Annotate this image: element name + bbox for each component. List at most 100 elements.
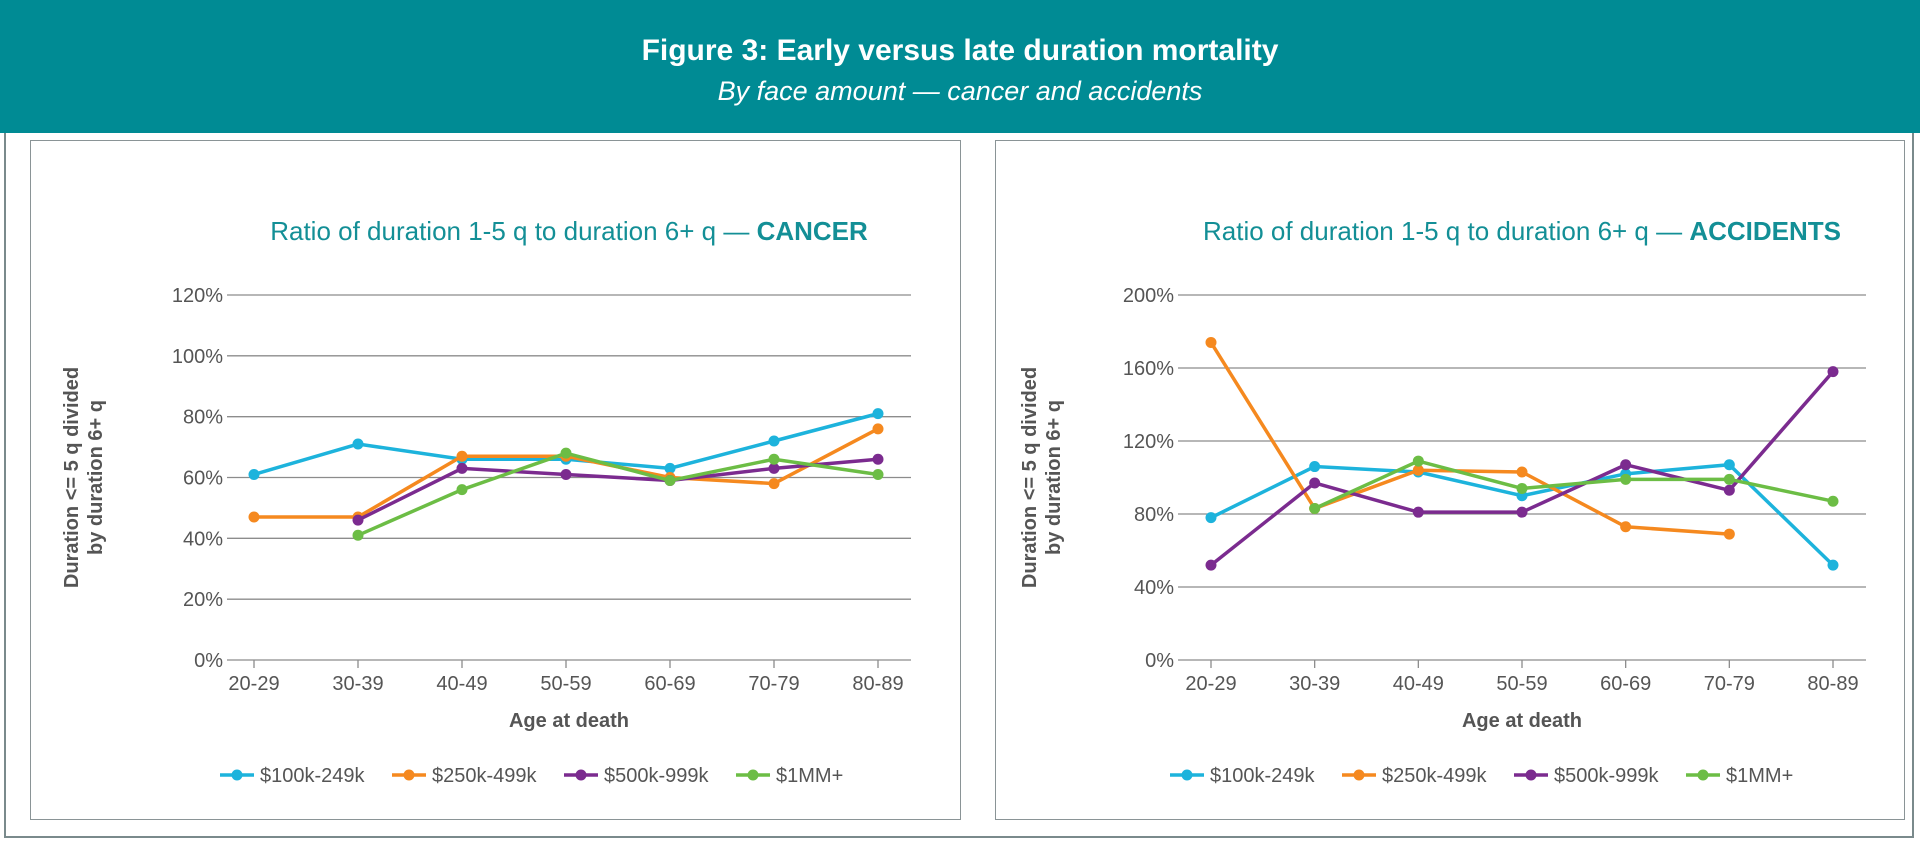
y-tick-label: 0% (194, 650, 223, 672)
data-point (664, 462, 676, 474)
legend-marker (575, 769, 587, 781)
y-tick-label: 120% (1123, 431, 1174, 453)
x-axis-label: Age at death (1462, 710, 1582, 732)
data-point (1412, 464, 1424, 476)
data-point (1516, 466, 1528, 478)
x-tick-label: 60-69 (1600, 673, 1651, 695)
legend-label: $500k-999k (604, 765, 710, 787)
data-point (768, 453, 780, 465)
data-point (560, 468, 572, 480)
legend-label: $500k-999k (1554, 765, 1660, 787)
x-tick-label: 20-29 (1185, 673, 1236, 695)
x-tick-label: 40-49 (436, 673, 487, 695)
series-line (357, 451, 879, 537)
legend-marker (1697, 769, 1709, 781)
series-line (1209, 341, 1730, 536)
data-point (248, 468, 260, 480)
legend-label: $1MM+ (1726, 765, 1793, 787)
data-point (1827, 366, 1839, 378)
legend-label: $100k-249k (260, 765, 366, 787)
cancer-chart-panel (30, 140, 961, 820)
data-point (1309, 461, 1321, 473)
x-tick-label: 20-29 (228, 673, 279, 695)
data-point (1309, 477, 1321, 489)
y-tick-label: 120% (172, 285, 223, 307)
y-tick-label: 80% (183, 407, 223, 429)
data-point (1205, 336, 1217, 348)
data-point (1309, 503, 1321, 515)
data-point (456, 450, 468, 462)
legend-marker (1525, 769, 1537, 781)
y-tick-label: 60% (183, 468, 223, 490)
y-axis-label-line: Duration <= 5 q divided (1019, 367, 1041, 588)
x-tick-label: 50-59 (1496, 673, 1547, 695)
x-tick-label: 50-59 (540, 673, 591, 695)
data-point (768, 478, 780, 490)
data-point (1723, 473, 1735, 485)
y-tick-label: 20% (183, 589, 223, 611)
data-point (456, 462, 468, 474)
x-tick-label: 60-69 (644, 673, 695, 695)
data-point (872, 408, 884, 420)
chart-title-bold: ACCIDENTS (1689, 216, 1841, 246)
accidents-chart-panel (995, 140, 1905, 820)
y-tick-label: 40% (1134, 577, 1174, 599)
data-point (352, 438, 364, 450)
series-line (253, 411, 879, 477)
legend-marker (231, 769, 243, 781)
series-line (357, 457, 879, 522)
data-point (1827, 559, 1839, 571)
y-tick-label: 40% (183, 528, 223, 550)
data-point (1723, 459, 1735, 471)
data-point (1516, 482, 1528, 494)
data-point (1205, 512, 1217, 524)
chart-title-text: Ratio of duration 1-5 q to duration 6+ q… (1203, 216, 1689, 246)
figure-header: Figure 3: Early versus late duration mor… (0, 0, 1920, 133)
figure-subtitle: By face amount — cancer and accidents (717, 76, 1203, 106)
data-point (456, 484, 468, 496)
y-axis-label-line: by duration 6+ q (85, 400, 107, 555)
x-axis-label: Age at death (509, 710, 629, 732)
data-point (560, 447, 572, 459)
x-tick-label: 40-49 (1393, 673, 1444, 695)
chart-title: Ratio of duration 1-5 q to duration 6+ q… (1203, 216, 1841, 246)
data-point (352, 529, 364, 541)
data-point (352, 514, 364, 526)
legend-label: $100k-249k (1210, 765, 1316, 787)
figure-frame (4, 0, 1914, 838)
data-point (1620, 473, 1632, 485)
legend-marker (1353, 769, 1365, 781)
legend-marker (403, 769, 415, 781)
y-tick-label: 80% (1134, 504, 1174, 526)
legend-label: $250k-499k (1382, 765, 1488, 787)
x-tick-label: 30-39 (332, 673, 383, 695)
x-tick-label: 70-79 (1704, 673, 1755, 695)
data-point (1723, 484, 1735, 496)
y-axis-label: Duration <= 5 q divided by duration 6+ q (61, 367, 107, 588)
data-point (872, 468, 884, 480)
data-point (768, 462, 780, 474)
data-point (1620, 459, 1632, 471)
data-point (1827, 495, 1839, 507)
chart-title-text: Ratio of duration 1-5 q to duration 6+ q… (270, 216, 756, 246)
y-tick-label: 200% (1123, 285, 1174, 307)
data-point (872, 453, 884, 465)
y-axis-label-line: by duration 6+ q (1043, 400, 1065, 555)
chart-title-bold: CANCER (757, 216, 868, 246)
legend-marker (747, 769, 759, 781)
y-axis-label-line: Duration <= 5 q divided (61, 367, 83, 588)
data-point (872, 423, 884, 435)
data-point (664, 475, 676, 487)
data-point (768, 435, 780, 447)
data-point (1412, 455, 1424, 467)
data-point (1412, 506, 1424, 518)
figure-title: Figure 3: Early versus late duration mor… (641, 34, 1279, 67)
data-point (1723, 528, 1735, 540)
y-tick-label: 0% (1145, 650, 1174, 672)
legend-label: $250k-499k (432, 765, 538, 787)
data-point (248, 511, 260, 523)
y-axis-label: Duration <= 5 q divided by duration 6+ q (1019, 367, 1065, 588)
x-tick-label: 80-89 (852, 673, 903, 695)
data-point (1516, 506, 1528, 518)
